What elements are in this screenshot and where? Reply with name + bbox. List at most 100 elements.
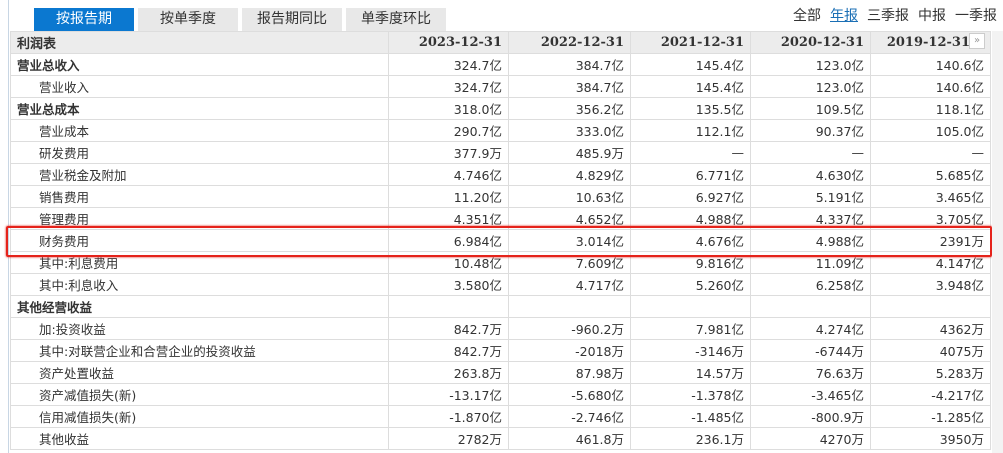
cell-value: 4270万 [750, 427, 871, 450]
cell-value: 7.981亿 [630, 317, 751, 340]
cell-value: 290.7亿 [388, 119, 509, 142]
table-row: 其中:对联营企业和合营企业的投资收益 842.7万 -2018万 -3146万 -674… [10, 339, 991, 362]
cell-value: 4.746亿 [388, 163, 509, 186]
cell-value: 4.988亿 [630, 207, 751, 230]
cell-value: 842.7万 [388, 339, 509, 362]
cell-value: 842.7万 [388, 317, 509, 340]
cell-value: 377.9万 [388, 141, 509, 164]
filter-link[interactable]: 中报 [918, 8, 946, 24]
cell-value: 485.9万 [508, 141, 631, 164]
cell-value: 140.6亿 [870, 53, 991, 76]
cell-value: 3.580亿 [388, 273, 509, 296]
row-label: 其他经营收益 [10, 295, 389, 318]
cell-value: -800.9万 [750, 405, 871, 428]
cell-value: 318.0亿 [388, 97, 509, 120]
cell-value: -6744万 [750, 339, 871, 362]
row-label: 销售费用 [10, 185, 389, 208]
cell-value [870, 295, 991, 318]
cell-value: 112.1亿 [630, 119, 751, 142]
highlight-box [6, 226, 992, 257]
table-title: 利润表 [10, 31, 389, 54]
cell-value: 5.685亿 [870, 163, 991, 186]
cell-value: 5.283万 [870, 361, 991, 384]
column-header: 2020-12-31 [750, 31, 871, 54]
table-row: 营业成本 290.7亿 333.0亿 112.1亿 90.37亿 105.0亿 [10, 119, 991, 142]
row-label: 营业成本 [10, 119, 389, 142]
filter-link[interactable]: 年报 [830, 8, 858, 24]
cell-value: 4.988亿 [750, 229, 871, 252]
table-row: 营业收入 324.7亿 384.7亿 145.4亿 123.0亿 140.6亿 [10, 75, 991, 98]
cell-value: 6.984亿 [388, 229, 509, 252]
filter-link[interactable]: 一季报 [955, 8, 997, 24]
vertical-scrollbar[interactable] [992, 31, 1003, 453]
cell-value: 324.7亿 [388, 53, 509, 76]
table-row: 其他收益 2782万 461.8万 236.1万 4270万 3950万 [10, 427, 991, 450]
cell-value: 76.63万 [750, 361, 871, 384]
tab-3[interactable]: 单季度环比 [346, 8, 446, 31]
row-label: 财务费用 [10, 229, 389, 252]
column-header: 2021-12-31 [630, 31, 751, 54]
table-row: 其中:利息收入 3.580亿 4.717亿 5.260亿 6.258亿 3.948亿 [10, 273, 991, 296]
cell-value: -5.680亿 [508, 383, 631, 406]
table-row: 销售费用 11.20亿 10.63亿 6.927亿 5.191亿 3.465亿 [10, 185, 991, 208]
cell-value: 6.771亿 [630, 163, 751, 186]
cell-value: 461.8万 [508, 427, 631, 450]
cell-value: 10.63亿 [508, 185, 631, 208]
cell-value: 236.1万 [630, 427, 751, 450]
cell-value: 5.191亿 [750, 185, 871, 208]
cell-value: 6.258亿 [750, 273, 871, 296]
table-row: 研发费用 377.9万 485.9万 — — — [10, 141, 991, 164]
period-tabs: 按报告期 按单季度 报告期同比 单季度环比 [34, 8, 446, 31]
table-row: 营业税金及附加 4.746亿 4.829亿 6.771亿 4.630亿 5.685亿 [10, 163, 991, 186]
table-row: 营业总收入 324.7亿 384.7亿 145.4亿 123.0亿 140.6亿 [10, 53, 991, 76]
row-label: 资产减值损失(新) [10, 383, 389, 406]
cell-value: 4.274亿 [750, 317, 871, 340]
cell-value: -1.870亿 [388, 405, 509, 428]
cell-value: -13.17亿 [388, 383, 509, 406]
row-label: 信用减值损失(新) [10, 405, 389, 428]
report-type-filters: 全部 年报 三季报 中报 一季报 [793, 5, 997, 25]
cell-value: 145.4亿 [630, 75, 751, 98]
filter-link[interactable]: 全部 [793, 8, 821, 24]
cell-value: — [630, 141, 751, 164]
cell-value: 356.2亿 [508, 97, 631, 120]
tab-0[interactable]: 按报告期 [34, 8, 134, 31]
row-label: 营业收入 [10, 75, 389, 98]
cell-value: 324.7亿 [388, 75, 509, 98]
cell-value [630, 295, 751, 318]
cell-value: -1.378亿 [630, 383, 751, 406]
cell-value: 123.0亿 [750, 53, 871, 76]
cell-value [750, 295, 871, 318]
tab-2[interactable]: 报告期同比 [242, 8, 342, 31]
cell-value: -4.217亿 [870, 383, 991, 406]
double-chevron-right-icon[interactable]: » [969, 33, 985, 49]
filter-link[interactable]: 三季报 [867, 8, 909, 24]
table-row: 其他经营收益 [10, 295, 991, 318]
cell-value: 263.8万 [388, 361, 509, 384]
table-row: 加:投资收益 842.7万 -960.2万 7.981亿 4.274亿 4362万 [10, 317, 991, 340]
row-label: 加:投资收益 [10, 317, 389, 340]
cell-value: -2.746亿 [508, 405, 631, 428]
column-header: 2019-12-31 [870, 31, 991, 54]
cell-value: 3950万 [870, 427, 991, 450]
cell-value: 135.5亿 [630, 97, 751, 120]
cell-value: 4.717亿 [508, 273, 631, 296]
cell-value: 140.6亿 [870, 75, 991, 98]
cell-value: 4.351亿 [388, 207, 509, 230]
cell-value: 3.465亿 [870, 185, 991, 208]
table-row: 财务费用 6.984亿 3.014亿 4.676亿 4.988亿 2391万 [10, 229, 991, 252]
cell-value: 4362万 [870, 317, 991, 340]
cell-value: 6.927亿 [630, 185, 751, 208]
cell-value: -3.465亿 [750, 383, 871, 406]
column-header: 2022-12-31 [508, 31, 631, 54]
cell-value: -1.485亿 [630, 405, 751, 428]
cell-value: — [750, 141, 871, 164]
cell-value: 333.0亿 [508, 119, 631, 142]
cell-value: 11.20亿 [388, 185, 509, 208]
tab-1[interactable]: 按单季度 [138, 8, 238, 31]
cell-value: 145.4亿 [630, 53, 751, 76]
row-label: 其中:利息收入 [10, 273, 389, 296]
cell-value: 3.705亿 [870, 207, 991, 230]
cell-value: -1.285亿 [870, 405, 991, 428]
cell-value: 87.98万 [508, 361, 631, 384]
